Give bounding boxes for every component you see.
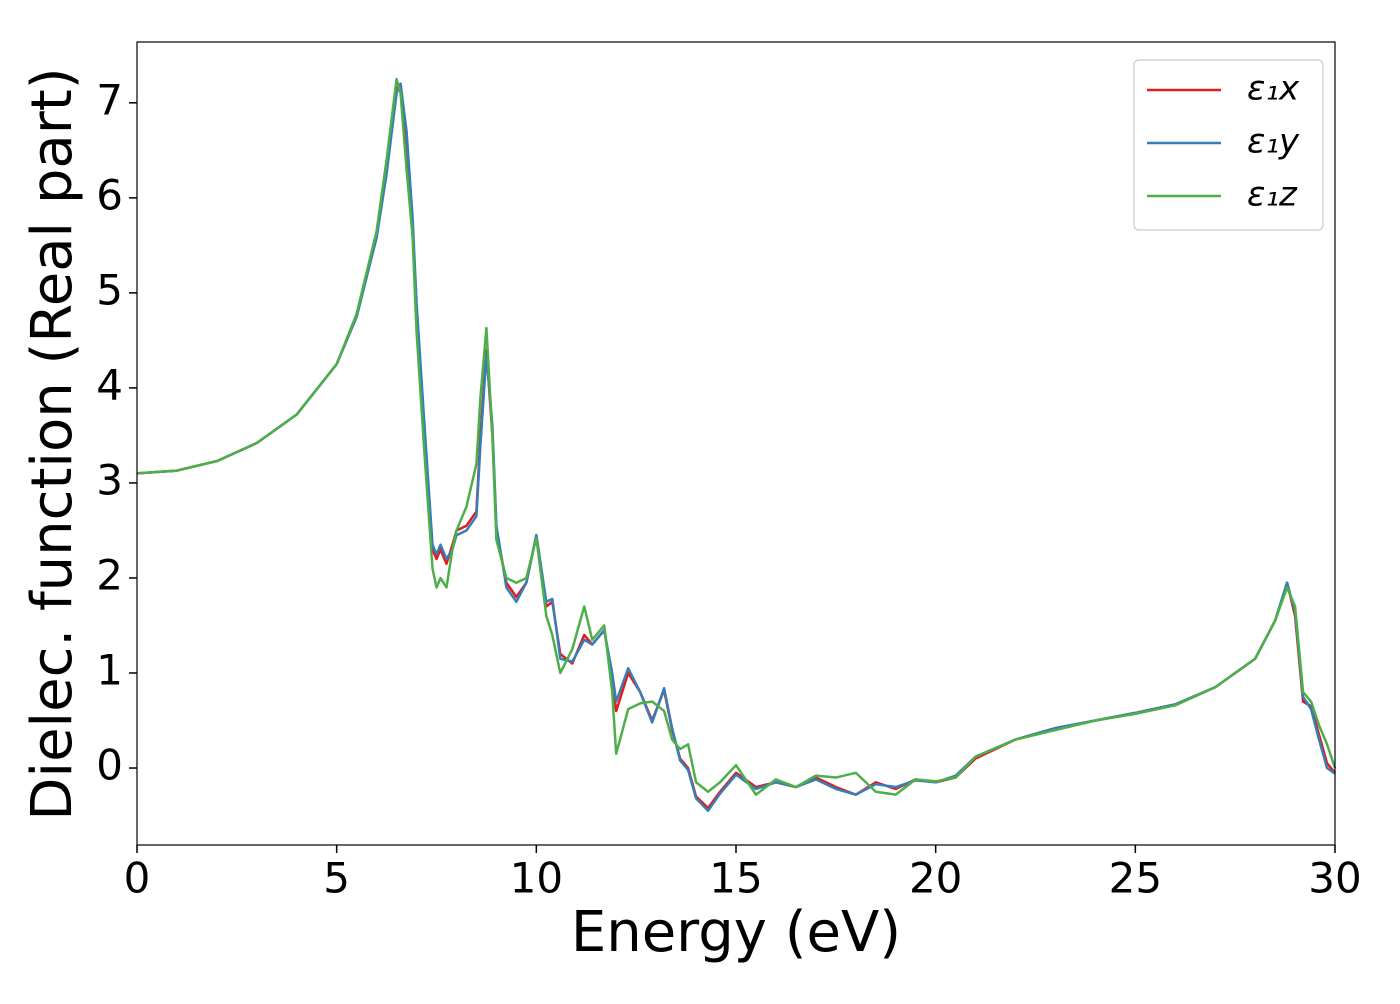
x-tick-label: 5 <box>323 854 350 903</box>
x-tick-label: 0 <box>124 854 151 903</box>
y-tick-label: 2 <box>96 550 123 599</box>
y-axis-label: Dielec. function (Real part) <box>20 67 85 820</box>
legend-label: ε₁y <box>1247 122 1300 162</box>
legend-label: ε₁z <box>1247 175 1298 215</box>
x-tick-label: 25 <box>1109 854 1162 903</box>
y-tick-label: 7 <box>96 75 123 124</box>
x-tick-label: 20 <box>909 854 962 903</box>
y-tick-label: 4 <box>96 360 123 409</box>
plot-frame <box>136 41 1336 846</box>
y-tick-label: 1 <box>96 645 123 694</box>
y-tick-label: 5 <box>96 265 123 314</box>
y-tick-label: 0 <box>96 741 123 790</box>
legend: ε₁x ε₁y ε₁z <box>1133 59 1324 231</box>
x-axis-label: Energy (eV) <box>571 900 901 965</box>
x-tick-label: 10 <box>510 854 563 903</box>
series-line <box>136 77 1337 796</box>
y-tick-label: 6 <box>96 170 123 219</box>
legend-label: ε₁x <box>1247 69 1300 109</box>
y-tick-label: 3 <box>96 455 123 504</box>
legend-box <box>1133 59 1324 231</box>
x-tick-label: 15 <box>709 854 762 903</box>
x-tick-label: 30 <box>1308 854 1361 903</box>
